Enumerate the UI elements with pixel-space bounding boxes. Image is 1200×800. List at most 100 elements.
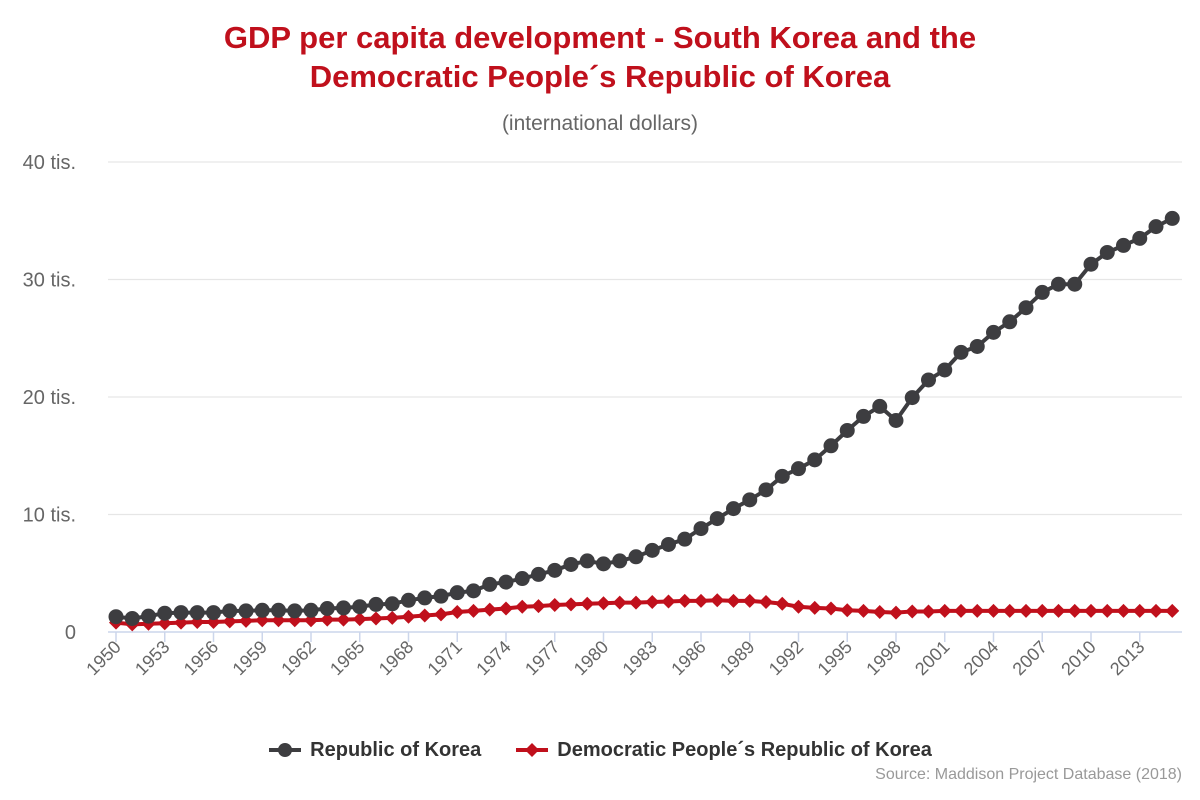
data-point[interactable] (450, 605, 464, 619)
data-point[interactable] (905, 390, 920, 405)
data-point[interactable] (629, 596, 643, 610)
data-point[interactable] (889, 606, 903, 620)
data-point[interactable] (385, 596, 400, 611)
data-point[interactable] (743, 594, 757, 608)
data-point[interactable] (564, 597, 578, 611)
data-point[interactable] (694, 594, 708, 608)
data-point[interactable] (401, 593, 416, 608)
legend-item-dprk[interactable]: Democratic People´s Republic of Korea (515, 739, 932, 762)
data-point[interactable] (1165, 211, 1180, 226)
data-point[interactable] (1051, 277, 1066, 292)
data-point[interactable] (385, 611, 399, 625)
data-point[interactable] (515, 600, 529, 614)
data-point[interactable] (548, 598, 562, 612)
data-point[interactable] (190, 605, 205, 620)
data-point[interactable] (564, 557, 579, 572)
data-point[interactable] (206, 605, 221, 620)
data-point[interactable] (467, 604, 481, 618)
data-point[interactable] (580, 597, 594, 611)
data-point[interactable] (1165, 604, 1179, 618)
data-point[interactable] (710, 511, 725, 526)
data-point[interactable] (1116, 238, 1131, 253)
data-point[interactable] (336, 600, 351, 615)
data-point[interactable] (808, 601, 822, 615)
data-point[interactable] (857, 604, 871, 618)
data-point[interactable] (369, 597, 384, 612)
data-point[interactable] (792, 600, 806, 614)
data-point[interactable] (271, 603, 286, 618)
data-point[interactable] (937, 362, 952, 377)
data-point[interactable] (499, 575, 514, 590)
data-point[interactable] (109, 609, 124, 624)
data-point[interactable] (255, 603, 270, 618)
data-point[interactable] (1100, 604, 1114, 618)
data-point[interactable] (1002, 314, 1017, 329)
data-point[interactable] (1100, 245, 1115, 260)
data-point[interactable] (1084, 257, 1099, 272)
data-point[interactable] (597, 596, 611, 610)
data-point[interactable] (662, 594, 676, 608)
data-point[interactable] (661, 537, 676, 552)
data-point[interactable] (1019, 300, 1034, 315)
data-point[interactable] (1117, 604, 1131, 618)
data-point[interactable] (157, 606, 172, 621)
data-point[interactable] (775, 597, 789, 611)
data-point[interactable] (726, 501, 741, 516)
data-point[interactable] (645, 543, 660, 558)
data-point[interactable] (515, 571, 530, 586)
data-point[interactable] (320, 601, 335, 616)
data-point[interactable] (1052, 604, 1066, 618)
data-point[interactable] (499, 602, 513, 616)
data-point[interactable] (710, 593, 724, 607)
data-point[interactable] (222, 603, 237, 618)
data-point[interactable] (1084, 604, 1098, 618)
data-point[interactable] (1003, 604, 1017, 618)
data-point[interactable] (580, 553, 595, 568)
data-point[interactable] (239, 603, 254, 618)
data-point[interactable] (922, 604, 936, 618)
data-point[interactable] (466, 583, 481, 598)
data-point[interactable] (1133, 604, 1147, 618)
data-point[interactable] (1149, 604, 1163, 618)
data-point[interactable] (141, 609, 156, 624)
data-point[interactable] (954, 345, 969, 360)
data-point[interactable] (970, 339, 985, 354)
data-point[interactable] (613, 596, 627, 610)
data-point[interactable] (840, 423, 855, 438)
data-point[interactable] (759, 595, 773, 609)
data-point[interactable] (547, 563, 562, 578)
data-point[interactable] (1019, 604, 1033, 618)
data-point[interactable] (125, 611, 140, 626)
data-point[interactable] (840, 603, 854, 617)
data-point[interactable] (727, 594, 741, 608)
data-point[interactable] (824, 602, 838, 616)
data-point[interactable] (694, 521, 709, 536)
data-point[interactable] (677, 532, 692, 547)
data-point[interactable] (1149, 219, 1164, 234)
data-point[interactable] (987, 604, 1001, 618)
data-point[interactable] (905, 604, 919, 618)
data-point[interactable] (612, 553, 627, 568)
data-point[interactable] (807, 452, 822, 467)
data-point[interactable] (970, 604, 984, 618)
data-point[interactable] (418, 609, 432, 623)
data-point[interactable] (1067, 277, 1082, 292)
legend-item-republic-of-korea[interactable]: Republic of Korea (268, 739, 481, 762)
data-point[interactable] (402, 610, 416, 624)
data-point[interactable] (986, 325, 1001, 340)
data-point[interactable] (629, 549, 644, 564)
data-point[interactable] (824, 438, 839, 453)
data-point[interactable] (678, 594, 692, 608)
data-point[interactable] (434, 607, 448, 621)
data-point[interactable] (873, 605, 887, 619)
data-point[interactable] (369, 611, 383, 625)
data-point[interactable] (287, 603, 302, 618)
data-point[interactable] (954, 604, 968, 618)
data-point[interactable] (482, 577, 497, 592)
data-point[interactable] (532, 599, 546, 613)
data-point[interactable] (889, 413, 904, 428)
data-point[interactable] (304, 603, 319, 618)
data-point[interactable] (483, 603, 497, 617)
data-point[interactable] (531, 567, 546, 582)
data-point[interactable] (434, 589, 449, 604)
